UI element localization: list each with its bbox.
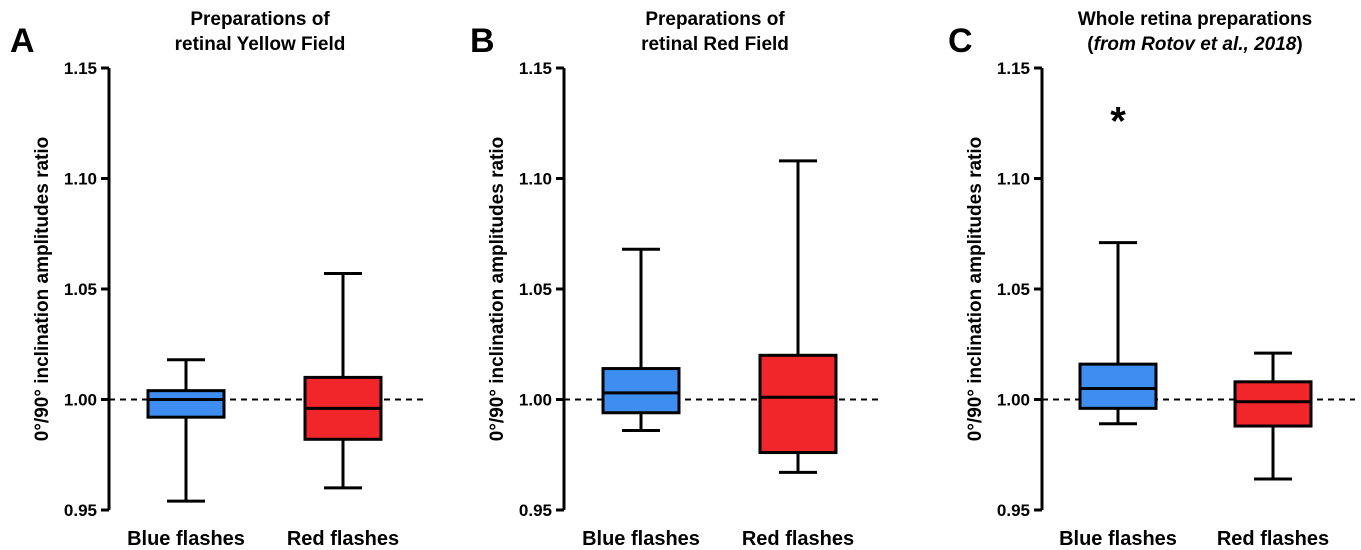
box-red-flashes — [1233, 351, 1313, 481]
box-red-flashes — [758, 159, 838, 474]
panel-letter: C — [948, 22, 973, 60]
subtitle-close: ) — [1296, 34, 1302, 55]
panel-a: A Preparations of retinal Yellow Field 0°/9… — [10, 9, 425, 550]
x-category-label: Blue flashes — [1059, 528, 1177, 550]
x-category-label: Blue flashes — [127, 528, 245, 550]
y-tick-label: 1.00 — [519, 391, 552, 410]
box-iqr — [146, 389, 226, 419]
x-category-label: Red flashes — [742, 528, 854, 550]
y-tick-label: 1.15 — [64, 59, 97, 78]
y-tick-label: 1.00 — [997, 391, 1030, 410]
chart-title: Preparations of — [645, 9, 785, 30]
panel-letter: A — [10, 22, 35, 60]
y-tick-label: 1.15 — [519, 59, 552, 78]
chart-title: retinal Yellow Field — [175, 34, 346, 55]
panel-b: B Preparations of retinal Red Field 0°/90° … — [470, 9, 880, 550]
x-category-label: Red flashes — [287, 528, 399, 550]
y-tick-label: 1.00 — [64, 391, 97, 410]
y-axis-label: 0°/90° inclination amplitudes ratio — [965, 137, 986, 441]
chart-subtitle: (from Rotov et al., 2018) — [1087, 34, 1302, 55]
y-tick-label: 0.95 — [64, 501, 97, 520]
box-blue-flashes — [1078, 241, 1158, 426]
y-tick-label: 1.15 — [997, 59, 1030, 78]
chart-title: Whole retina preparations — [1078, 9, 1312, 30]
y-axis-label: 0°/90° inclination amplitudes ratio — [487, 137, 508, 441]
y-tick-label: 1.10 — [519, 170, 552, 189]
y-axis-label: 0°/90° inclination amplitudes ratio — [32, 137, 53, 441]
x-category-label: Blue flashes — [582, 528, 700, 550]
box-blue-flashes — [146, 358, 226, 503]
significance-asterisk: * — [1110, 99, 1126, 143]
box-iqr — [758, 353, 838, 455]
x-category-label: Red flashes — [1217, 528, 1329, 550]
y-tick-label: 0.95 — [997, 501, 1030, 520]
box-iqr — [601, 367, 681, 415]
y-tick-label: 1.10 — [997, 170, 1030, 189]
subtitle-italic: from Rotov et al., 2018 — [1094, 34, 1297, 55]
box-iqr — [1078, 362, 1158, 410]
box-red-flashes — [303, 272, 383, 490]
panel-letter: B — [470, 22, 495, 60]
box-blue-flashes — [601, 247, 681, 432]
chart-title: Preparations of — [190, 9, 330, 30]
y-tick-label: 1.05 — [997, 280, 1030, 299]
box-iqr — [1233, 380, 1313, 428]
y-tick-label: 1.05 — [64, 280, 97, 299]
y-tick-label: 1.05 — [519, 280, 552, 299]
y-tick-label: 1.10 — [64, 170, 97, 189]
y-tick-label: 0.95 — [519, 501, 552, 520]
subtitle-open: ( — [1087, 34, 1094, 55]
chart-title: retinal Red Field — [641, 34, 789, 55]
panel-c: C Whole retina preparations (from Rotov et… — [948, 9, 1355, 550]
